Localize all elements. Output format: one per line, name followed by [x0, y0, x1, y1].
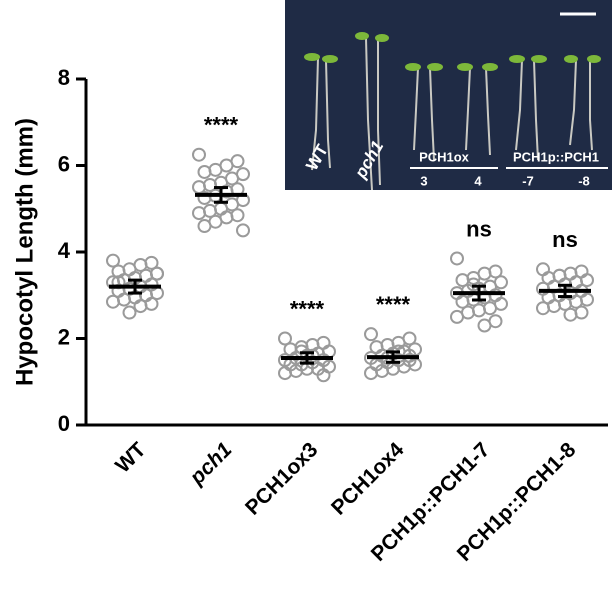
- data-point: [574, 305, 589, 320]
- data-point: [477, 318, 492, 333]
- data-point: [536, 281, 550, 296]
- data-point: [483, 301, 497, 316]
- data-point: [536, 301, 550, 316]
- data-point: [552, 268, 567, 283]
- x-tick-label: WT: [111, 438, 150, 477]
- data-point: [322, 344, 336, 359]
- inset-line-label: 4: [474, 173, 482, 188]
- data-point: [192, 206, 206, 221]
- data-point: [450, 309, 464, 324]
- data-point: [208, 162, 223, 177]
- significance-label: ****: [290, 296, 325, 321]
- x-tick-label: PCH1ox3: [241, 438, 322, 519]
- data-point: [197, 190, 212, 205]
- inset-line-label: -7: [522, 173, 534, 188]
- y-tick-label: 6: [58, 151, 70, 176]
- data-point: [236, 223, 250, 238]
- data-point: [450, 251, 464, 266]
- y-tick-label: 2: [58, 324, 70, 349]
- data-point: [455, 294, 470, 309]
- data-point: [316, 368, 331, 383]
- seedlings: [311, 37, 593, 191]
- inset-group-label: PCH1p::PCH1: [513, 149, 599, 164]
- data-point: [144, 296, 159, 311]
- data-point: [278, 331, 292, 346]
- data-point: [364, 366, 378, 381]
- data-point: [472, 303, 486, 318]
- y-axis-title: Hypocotyl Length (mm): [11, 118, 38, 386]
- data-point: [547, 299, 561, 314]
- data-point: [122, 305, 137, 320]
- data-point: [133, 299, 148, 314]
- data-point: [466, 277, 481, 292]
- inset-group-label: PCH1ox: [419, 149, 470, 164]
- data-point: [106, 253, 120, 268]
- x-tick-label: pch1: [185, 438, 237, 490]
- data-point: [214, 201, 228, 216]
- inset-photo: WT pch1 PCH1ox 3 4 PCH1p::PCH1 -7 -8: [285, 0, 612, 191]
- significance-label: ****: [376, 292, 411, 317]
- significance-label: ns: [466, 216, 492, 241]
- data-point: [230, 208, 245, 223]
- data-point: [106, 294, 120, 309]
- data-point: [563, 307, 578, 322]
- data-point: [536, 262, 550, 277]
- data-point: [197, 164, 212, 179]
- data-point: [278, 366, 292, 381]
- y-tick-label: 4: [58, 238, 71, 263]
- significance-label: ****: [204, 113, 239, 138]
- inset-line-label: 3: [420, 173, 427, 188]
- significance-label: ns: [552, 227, 578, 252]
- data-point: [580, 292, 594, 307]
- data-point: [150, 266, 164, 281]
- data-point: [364, 327, 378, 342]
- photo-background: [285, 0, 612, 190]
- data-point: [192, 147, 206, 162]
- y-tick-label: 8: [58, 65, 70, 90]
- inset-line-label: -8: [578, 173, 590, 188]
- data-point: [117, 292, 131, 307]
- cotyledons: [304, 32, 601, 71]
- data-point: [488, 288, 503, 303]
- data-point: [197, 219, 212, 234]
- y-tick-label: 0: [58, 411, 70, 436]
- x-tick-label: PCH1ox4: [327, 438, 409, 520]
